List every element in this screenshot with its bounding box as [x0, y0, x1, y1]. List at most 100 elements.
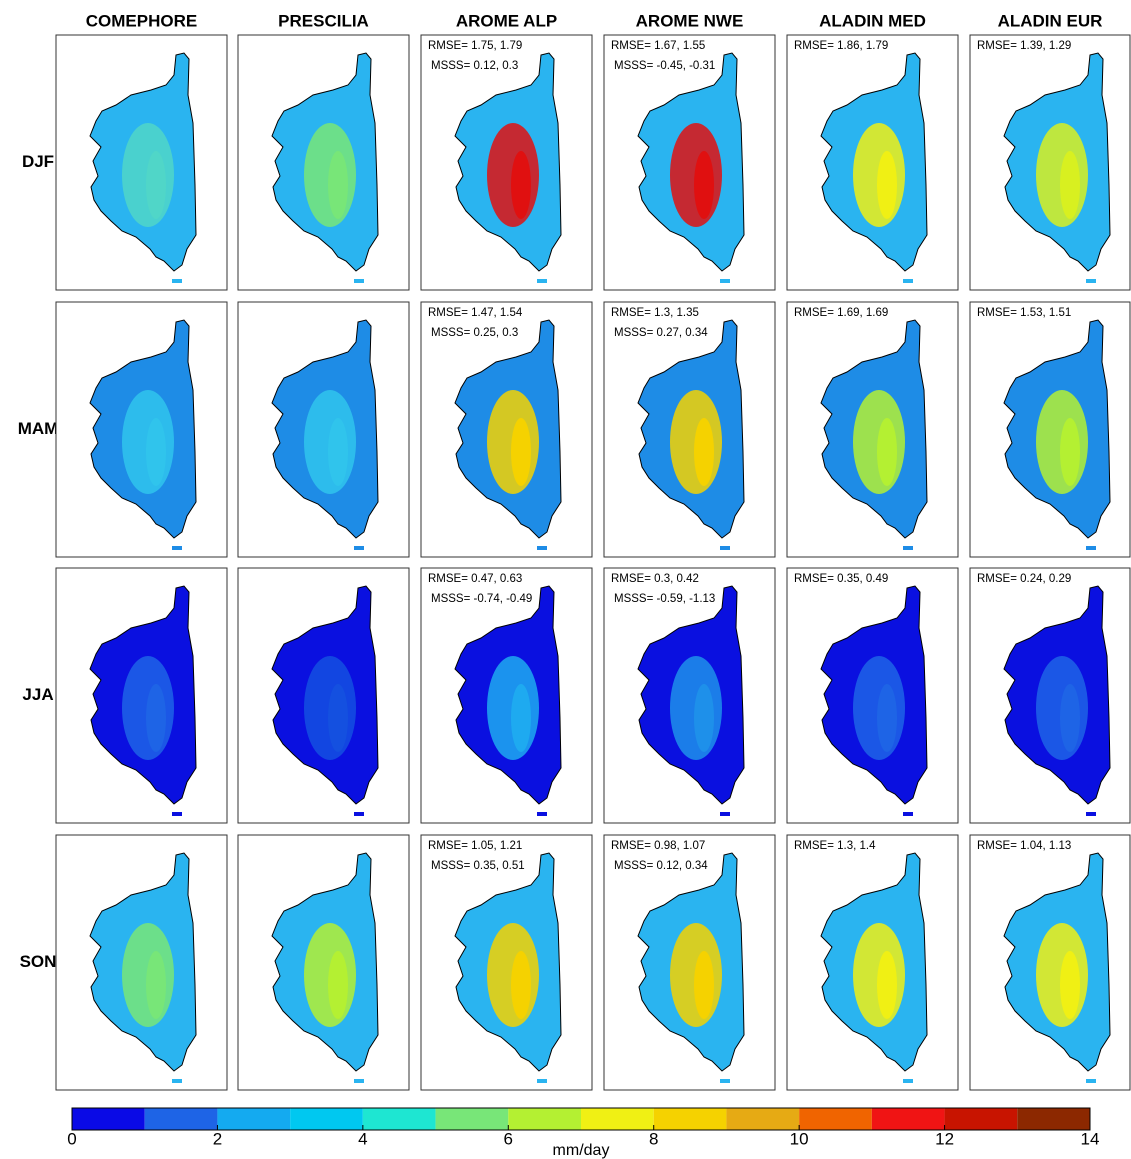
- colorbar-bin: [653, 1108, 727, 1130]
- map-panel: RMSE= 0.35, 0.49: [786, 567, 959, 824]
- precip-core: [877, 418, 897, 486]
- map-panel: RMSE= 1.69, 1.69: [786, 301, 959, 558]
- islet: [354, 1079, 364, 1083]
- colorbar-bin: [362, 1108, 436, 1130]
- row-label: SON: [20, 952, 57, 971]
- map-panel: RMSE= 1.39, 1.29: [969, 34, 1131, 291]
- map-panel: [55, 567, 228, 824]
- colorbar-bin: [435, 1108, 509, 1130]
- rmse-score: RMSE= 1.75, 1.79: [428, 40, 522, 52]
- colorbar-tick-label: 12: [935, 1129, 954, 1148]
- precip-core: [694, 684, 714, 752]
- map-panel: RMSE= 1.86, 1.79: [786, 34, 959, 291]
- msss-score: MSSS= 0.35, 0.51: [431, 860, 525, 872]
- msss-score: MSSS= 0.25, 0.3: [431, 327, 518, 339]
- row-label: DJF: [22, 152, 54, 171]
- precip-core: [511, 951, 531, 1019]
- precip-core: [1060, 951, 1080, 1019]
- precip-core: [694, 951, 714, 1019]
- precip-core: [694, 151, 714, 219]
- rmse-score: RMSE= 0.35, 0.49: [794, 573, 888, 585]
- rmse-score: RMSE= 0.24, 0.29: [977, 573, 1071, 585]
- islet: [1086, 279, 1096, 283]
- map-panel: RMSE= 1.47, 1.54 MSSS= 0.25, 0.3: [420, 301, 593, 558]
- precip-core: [328, 684, 348, 752]
- map-panel: RMSE= 1.3, 1.4: [786, 834, 959, 1091]
- precip-core: [146, 951, 166, 1019]
- rmse-score: RMSE= 1.67, 1.55: [611, 40, 705, 52]
- precip-core: [146, 684, 166, 752]
- precip-core: [1060, 684, 1080, 752]
- islet: [720, 546, 730, 550]
- map-panel: [237, 301, 410, 558]
- islet: [537, 1079, 547, 1083]
- column-title: AROME ALP: [456, 11, 557, 30]
- rmse-score: RMSE= 1.3, 1.4: [794, 840, 876, 852]
- islet: [354, 812, 364, 816]
- column-title: ALADIN MED: [819, 11, 926, 30]
- colorbar-bin: [726, 1108, 800, 1130]
- colorbar-tick-label: 0: [67, 1129, 76, 1148]
- map-panel: RMSE= 0.3, 0.42 MSSS= -0.59, -1.13: [603, 567, 776, 824]
- colorbar-tick-label: 2: [213, 1129, 222, 1148]
- map-panel: RMSE= 1.3, 1.35 MSSS= 0.27, 0.34: [603, 301, 776, 558]
- precip-core: [146, 418, 166, 486]
- map-panel: [237, 567, 410, 824]
- islet: [903, 279, 913, 283]
- map-panel: [237, 834, 410, 1091]
- islet: [172, 279, 182, 283]
- islet: [903, 1079, 913, 1083]
- colorbar-frame: [71, 1107, 1091, 1131]
- map-panel: RMSE= 0.24, 0.29: [969, 567, 1131, 824]
- colorbar-bin: [944, 1108, 1018, 1130]
- islet: [354, 546, 364, 550]
- colorbar-bin: [871, 1108, 945, 1130]
- precip-core: [511, 418, 531, 486]
- map-panel: [55, 34, 228, 291]
- colorbar-tick-label: 8: [649, 1129, 658, 1148]
- column-title: COMEPHORE: [86, 11, 197, 30]
- colorbar-bin: [217, 1108, 291, 1130]
- precip-core: [877, 951, 897, 1019]
- islet: [172, 546, 182, 550]
- colorbar-bin: [508, 1108, 581, 1130]
- msss-score: MSSS= 0.27, 0.34: [614, 327, 708, 339]
- islet: [720, 812, 730, 816]
- map-panel: RMSE= 1.67, 1.55 MSSS= -0.45, -0.31: [603, 34, 776, 291]
- islet: [720, 279, 730, 283]
- rmse-score: RMSE= 1.05, 1.21: [428, 840, 522, 852]
- islet: [720, 1079, 730, 1083]
- msss-score: MSSS= 0.12, 0.3: [431, 60, 518, 72]
- rmse-score: RMSE= 0.3, 0.42: [611, 573, 699, 585]
- islet: [537, 546, 547, 550]
- msss-score: MSSS= 0.12, 0.34: [614, 860, 708, 872]
- colorbar-tick-label: 4: [358, 1129, 367, 1148]
- column-title: ALADIN EUR: [998, 11, 1103, 30]
- msss-score: MSSS= -0.59, -1.13: [614, 593, 715, 605]
- column-title: AROME NWE: [636, 11, 744, 30]
- islet: [354, 279, 364, 283]
- rmse-score: RMSE= 0.98, 1.07: [611, 840, 705, 852]
- map-panel: RMSE= 0.47, 0.63 MSSS= -0.74, -0.49: [420, 567, 593, 824]
- colorbar-tick-label: 14: [1081, 1129, 1100, 1148]
- row-label: JJA: [22, 685, 53, 704]
- precip-core: [877, 684, 897, 752]
- islet: [537, 812, 547, 816]
- islet: [1086, 812, 1096, 816]
- rmse-score: RMSE= 1.39, 1.29: [977, 40, 1071, 52]
- rmse-score: RMSE= 1.69, 1.69: [794, 307, 888, 319]
- msss-score: MSSS= -0.45, -0.31: [614, 60, 715, 72]
- precip-core: [328, 951, 348, 1019]
- rmse-score: RMSE= 1.47, 1.54: [428, 307, 523, 319]
- islet: [172, 812, 182, 816]
- column-title: PRESCILIA: [278, 11, 369, 30]
- islet: [903, 546, 913, 550]
- colorbar-bin: [144, 1108, 218, 1130]
- map-panel: [237, 34, 410, 291]
- map-panel: RMSE= 1.04, 1.13: [969, 834, 1131, 1091]
- rmse-score: RMSE= 1.53, 1.51: [977, 307, 1071, 319]
- colorbar-bin: [1017, 1108, 1090, 1130]
- islet: [537, 279, 547, 283]
